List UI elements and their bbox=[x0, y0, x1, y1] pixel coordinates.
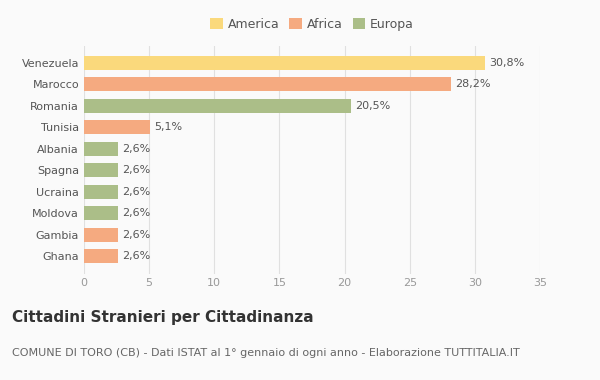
Bar bbox=[84, 99, 351, 113]
Bar bbox=[84, 228, 118, 242]
Text: 2,6%: 2,6% bbox=[122, 144, 150, 154]
Bar bbox=[84, 56, 485, 70]
Text: 2,6%: 2,6% bbox=[122, 165, 150, 175]
Text: 2,6%: 2,6% bbox=[122, 251, 150, 261]
Text: COMUNE DI TORO (CB) - Dati ISTAT al 1° gennaio di ogni anno - Elaborazione TUTTI: COMUNE DI TORO (CB) - Dati ISTAT al 1° g… bbox=[12, 348, 520, 358]
Bar bbox=[84, 120, 151, 135]
Text: 2,6%: 2,6% bbox=[122, 187, 150, 197]
Bar bbox=[84, 206, 118, 220]
Bar bbox=[84, 142, 118, 156]
Bar bbox=[84, 249, 118, 263]
Bar bbox=[84, 185, 118, 199]
Text: 5,1%: 5,1% bbox=[154, 122, 182, 132]
Text: 20,5%: 20,5% bbox=[355, 101, 390, 111]
Text: 2,6%: 2,6% bbox=[122, 208, 150, 218]
Text: 30,8%: 30,8% bbox=[489, 58, 524, 68]
Text: 2,6%: 2,6% bbox=[122, 230, 150, 240]
Legend: America, Africa, Europa: America, Africa, Europa bbox=[208, 15, 416, 33]
Bar bbox=[84, 163, 118, 177]
Text: Cittadini Stranieri per Cittadinanza: Cittadini Stranieri per Cittadinanza bbox=[12, 310, 314, 325]
Text: 28,2%: 28,2% bbox=[455, 79, 491, 89]
Bar bbox=[84, 78, 451, 92]
